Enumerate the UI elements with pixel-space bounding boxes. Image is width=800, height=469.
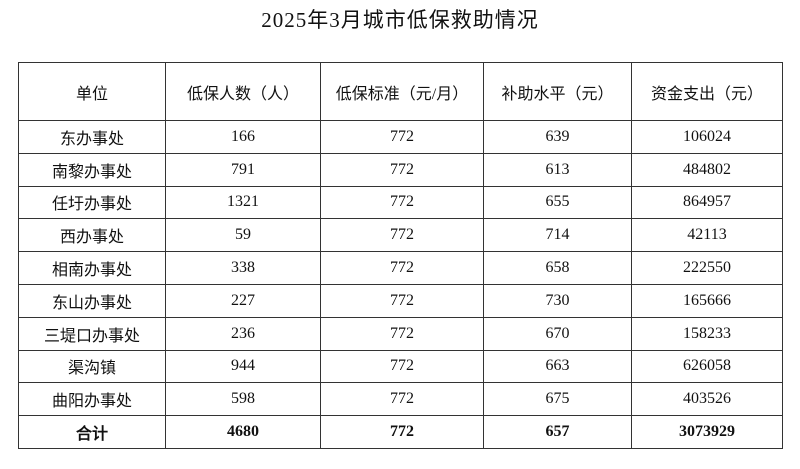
- table-cell: 42113: [631, 218, 783, 253]
- table-cell: 658: [483, 251, 632, 285]
- table-cell: 东办事处: [18, 120, 166, 154]
- table-cell: 158233: [631, 316, 783, 351]
- table-cell: 772: [320, 349, 484, 384]
- column-header: 低保标准（元/月）: [320, 62, 484, 121]
- table-cell: 484802: [631, 152, 783, 187]
- table-row: 渠沟镇 944 772 663 626058: [18, 349, 783, 384]
- table-cell: 曲阳办事处: [18, 382, 166, 417]
- table-row: 三堤口办事处 236 772 670 158233: [18, 316, 783, 351]
- column-header: 资金支出（元）: [631, 62, 783, 121]
- table-cell: 403526: [631, 382, 783, 417]
- table-cell: 东山办事处: [18, 283, 166, 318]
- table-cell: 222550: [631, 251, 783, 285]
- table-cell: 236: [165, 316, 321, 351]
- table-cell: 三堤口办事处: [18, 316, 166, 351]
- table-cell: 663: [483, 349, 632, 384]
- table-cell: 772: [320, 120, 484, 154]
- table-cell: 227: [165, 283, 321, 318]
- header-row: 单位 低保人数（人） 低保标准（元/月） 补助水平（元） 资金支出（元）: [18, 62, 783, 121]
- table-cell: 772: [320, 316, 484, 351]
- table-cell: 59: [165, 218, 321, 253]
- table-cell: 670: [483, 316, 632, 351]
- table-row: 任圩办事处 1321 772 655 864957: [18, 185, 783, 220]
- total-cell: 3073929: [631, 415, 783, 449]
- table-cell: 714: [483, 218, 632, 253]
- table-cell: 165666: [631, 283, 783, 318]
- table-row: 西办事处 59 772 714 42113: [18, 218, 783, 253]
- total-row: 合计 4680 772 657 3073929: [18, 415, 783, 449]
- table-cell: 791: [165, 152, 321, 187]
- total-cell: 657: [483, 415, 632, 449]
- table-row: 曲阳办事处 598 772 675 403526: [18, 382, 783, 417]
- column-header: 补助水平（元）: [483, 62, 632, 121]
- total-cell: 合计: [18, 415, 166, 449]
- table-cell: 944: [165, 349, 321, 384]
- table-cell: 655: [483, 185, 632, 220]
- table-cell: 西办事处: [18, 218, 166, 253]
- table-cell: 772: [320, 283, 484, 318]
- table-cell: 730: [483, 283, 632, 318]
- table-cell: 任圩办事处: [18, 185, 166, 220]
- table-cell: 613: [483, 152, 632, 187]
- table-cell: 166: [165, 120, 321, 154]
- table-cell: 864957: [631, 185, 783, 220]
- table-cell: 639: [483, 120, 632, 154]
- table-cell: 772: [320, 251, 484, 285]
- table-cell: 626058: [631, 349, 783, 384]
- data-table: 单位 低保人数（人） 低保标准（元/月） 补助水平（元） 资金支出（元） 东办事处 166…: [18, 62, 783, 449]
- table-cell: 598: [165, 382, 321, 417]
- table-cell: 772: [320, 152, 484, 187]
- table-row: 南黎办事处 791 772 613 484802: [18, 152, 783, 187]
- table-cell: 675: [483, 382, 632, 417]
- column-header: 单位: [18, 62, 166, 121]
- title: 2025年3月城市低保救助情况: [261, 8, 539, 32]
- table-cell: 1321: [165, 185, 321, 220]
- table-cell: 772: [320, 218, 484, 253]
- table-row: 东山办事处 227 772 730 165666: [18, 283, 783, 318]
- total-cell: 4680: [165, 415, 321, 449]
- table-cell: 相南办事处: [18, 251, 166, 285]
- column-header: 低保人数（人）: [165, 62, 321, 121]
- table-row: 东办事处 166 772 639 106024: [18, 120, 783, 154]
- table-cell: 338: [165, 251, 321, 285]
- table-cell: 106024: [631, 120, 783, 154]
- table-cell: 渠沟镇: [18, 349, 166, 384]
- table-cell: 772: [320, 185, 484, 220]
- total-cell: 772: [320, 415, 484, 449]
- table-cell: 南黎办事处: [18, 152, 166, 187]
- table-row: 相南办事处 338 772 658 222550: [18, 251, 783, 285]
- table-cell: 772: [320, 382, 484, 417]
